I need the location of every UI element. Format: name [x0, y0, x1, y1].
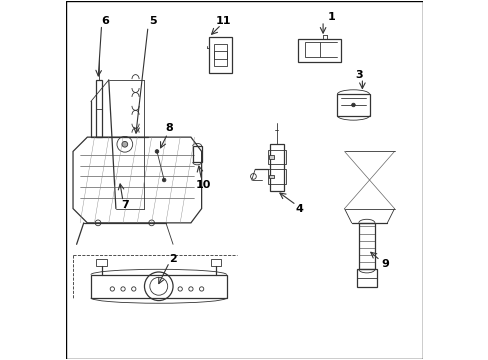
Circle shape — [155, 150, 159, 153]
Bar — [214, 51, 226, 59]
Text: 4: 4 — [295, 203, 303, 213]
Text: 7: 7 — [121, 200, 128, 210]
Bar — [269, 144, 283, 191]
Circle shape — [122, 141, 127, 147]
Bar — [337, 94, 369, 116]
Text: 10: 10 — [195, 180, 211, 190]
Text: 1: 1 — [327, 13, 335, 22]
Text: 2: 2 — [169, 253, 177, 264]
Bar — [268, 155, 274, 158]
Circle shape — [351, 103, 354, 107]
Bar — [298, 39, 340, 62]
Text: 9: 9 — [381, 259, 389, 269]
Bar — [356, 269, 376, 287]
Bar — [305, 42, 319, 57]
Text: 3: 3 — [354, 69, 362, 80]
Bar — [96, 258, 107, 266]
Bar — [192, 146, 201, 162]
Bar — [91, 275, 226, 298]
Circle shape — [162, 178, 165, 182]
Bar — [210, 258, 221, 266]
Bar — [96, 80, 102, 137]
Bar — [267, 169, 285, 184]
Bar — [268, 175, 274, 178]
Text: 11: 11 — [215, 16, 230, 26]
Bar — [358, 223, 374, 269]
Bar — [208, 37, 231, 73]
Text: 6: 6 — [101, 16, 109, 26]
Bar — [267, 150, 285, 164]
Text: 5: 5 — [149, 16, 157, 26]
Text: 8: 8 — [165, 123, 173, 133]
Bar — [214, 44, 226, 66]
